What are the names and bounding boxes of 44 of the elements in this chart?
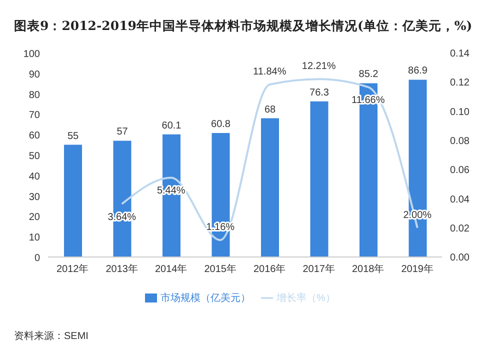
y2-tick-label: 0.10: [450, 106, 470, 118]
bar: [261, 118, 279, 257]
y2-tick-label: 0.08: [450, 136, 470, 147]
y2-tick-label: 0.02: [450, 223, 470, 234]
y2-tick-label: 0.04: [450, 194, 470, 206]
bar: [310, 101, 328, 257]
legend-label: 增长率（%）: [276, 293, 336, 304]
data-label: 86.9: [408, 66, 428, 77]
x-tick-label: 2013年: [106, 263, 138, 276]
x-tick-label: 2018年: [352, 263, 384, 276]
data-label: 60.8: [211, 118, 231, 130]
y-tick-label: 80: [28, 90, 40, 101]
y-tick-label: 100: [23, 49, 40, 60]
data-label: 11.84%: [253, 66, 286, 78]
y-tick-label: 70: [28, 110, 40, 122]
x-tick-label: 2017年: [302, 263, 335, 276]
y-tick-label: 30: [28, 192, 40, 203]
data-label: 68: [264, 104, 276, 116]
data-label: 60.1: [162, 120, 182, 132]
y2-tick-label: 0.14: [450, 48, 470, 60]
legend-label: 市场规模（亿美元）: [160, 293, 251, 304]
y-tick-label: 10: [28, 232, 40, 244]
y-tick-label: 40: [28, 171, 40, 182]
data-label: 85.2: [358, 69, 379, 80]
data-label: 55: [67, 130, 79, 142]
text: 资料来源：SEMI: [13, 330, 90, 343]
x-tick-label: 2019年: [401, 263, 434, 276]
x-tick-label: 2014年: [155, 263, 188, 276]
bar: [64, 144, 82, 257]
y-tick-label: 0: [34, 253, 40, 264]
data-label: 57: [116, 126, 128, 138]
x-tick-label: 2015年: [204, 263, 236, 276]
y-tick-label: 20: [28, 212, 40, 224]
x-tick-label: 2012年: [56, 263, 89, 276]
chart-title: 图表9：2012-2019年中国半导体材料市场规模及增长情况(单位：亿美元，%): [13, 17, 474, 35]
y-tick-label: 60: [28, 130, 40, 142]
y-tick-label: 50: [28, 151, 40, 162]
y-tick-label: 90: [28, 69, 40, 80]
x-tick-label: 2016年: [254, 263, 286, 276]
y2-tick-label: 0.06: [450, 165, 470, 176]
y2-tick-label: 0.00: [450, 252, 470, 264]
data-label: 12.21%: [302, 61, 336, 72]
data-label: 76.3: [310, 87, 330, 98]
y2-tick-label: 0.12: [450, 78, 470, 89]
